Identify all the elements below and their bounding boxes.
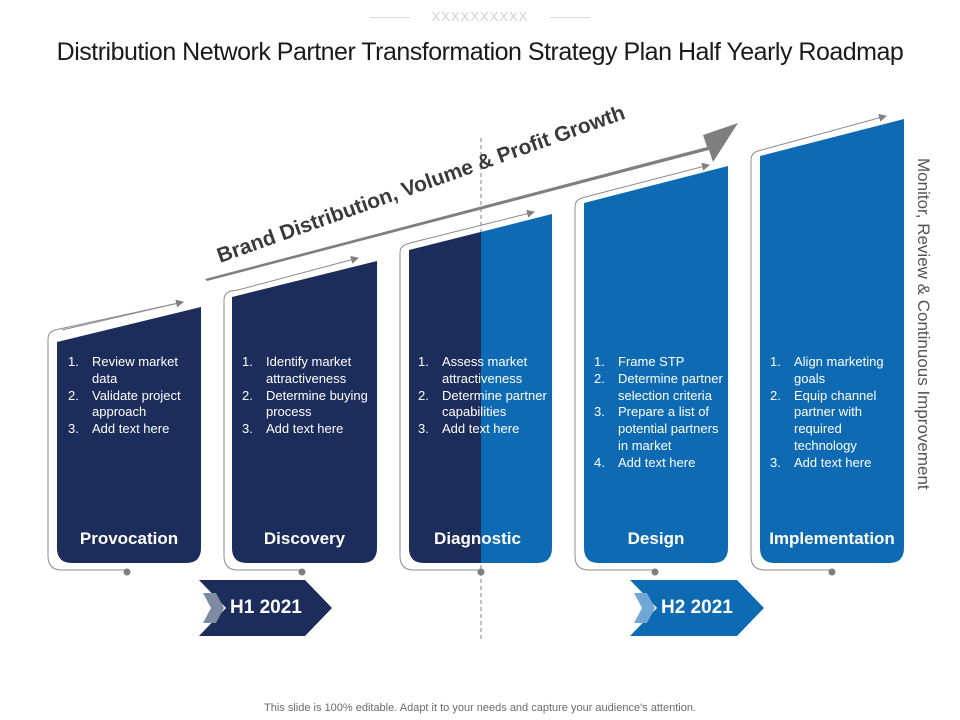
list-item: 3. Add text here <box>418 421 520 437</box>
top-mark-line-left <box>370 17 410 18</box>
stage-list-provocation: 1. Review market data 2. Validate project … <box>68 354 198 438</box>
stage-dot-provocation <box>123 568 131 576</box>
page-title: Distribution Network Partner Transformat… <box>56 38 904 66</box>
list-item: 2. Determine buying process <box>242 387 368 420</box>
list-item: 2. Equip channel partner with required te… <box>770 387 877 453</box>
list-item: 4. Add text here <box>594 454 696 470</box>
stage-card-diagnostic <box>409 214 552 563</box>
top-mark-line-right <box>550 17 590 18</box>
list-item: 1. Assess market attractiveness <box>418 354 528 386</box>
stage-card-provocation <box>57 307 201 563</box>
stage-arrow-implementation <box>764 113 887 150</box>
list-item: 1. Align marketing goals <box>770 354 884 386</box>
growth-arrow <box>205 123 738 281</box>
stage-list-implementation: 1. Align marketing goals 2. Equip channel … <box>770 354 900 472</box>
list-item: 1. Identify market attractiveness <box>242 354 352 386</box>
stage-card-design <box>584 166 728 563</box>
stage-connector-provocation <box>47 301 184 572</box>
stage-arrow-provocation <box>61 299 184 331</box>
stage-arrow-design <box>588 162 710 197</box>
list-item: 3. Add text here <box>68 421 170 437</box>
half-chevron-h1 <box>199 580 332 636</box>
list-item: 3. Prepare a list of potential partners i… <box>594 404 719 453</box>
stage-arrow-discovery <box>237 255 359 291</box>
stage-list-design: 1. Frame STP 2. Determine partner selectio… <box>594 354 724 472</box>
stage-name-design: Design <box>627 529 685 548</box>
stage-dot-discovery <box>298 568 306 576</box>
half-label-h1: H1 2021 <box>230 597 302 618</box>
stage-dot-diagnostic <box>477 568 485 576</box>
stage-name-implementation: Implementation <box>769 529 895 548</box>
stage-dot-implementation <box>828 568 836 576</box>
top-placeholder-mark: XXXXXXXXXX <box>370 8 590 28</box>
stage-connector-diagnostic <box>399 241 482 572</box>
top-code: XXXXXXXXXX <box>431 9 529 24</box>
list-item: 1. Review market data <box>68 354 178 386</box>
list-item: 3. Add text here <box>770 454 872 470</box>
stage-connector-design <box>574 195 656 572</box>
stage-dot-design <box>651 568 659 576</box>
list-item: 1. Frame STP <box>594 354 685 369</box>
list-item: 2. Determine partner selection criteria <box>594 370 723 403</box>
list-item: 2. Validate project approach <box>68 387 181 420</box>
stage-card-discovery <box>232 261 377 563</box>
half-chevron-h2 <box>630 580 764 636</box>
stage-list-diagnostic: 1. Assess market attractiveness 2. Determi… <box>418 354 548 438</box>
stage-arrow-diagnostic <box>413 209 535 243</box>
stage-list-discovery: 1. Identify market attractiveness 2. Deter… <box>242 354 372 438</box>
list-item: 2. Determine partner capabilities <box>418 387 547 420</box>
side-label: Monitor, Review & Continuous Improvement <box>914 158 933 490</box>
list-item: 3. Add text here <box>242 421 344 437</box>
stage-card-implementation <box>760 119 904 563</box>
half-label-h2: H2 2021 <box>661 597 733 618</box>
stage-name-provocation: Provocation <box>79 529 179 548</box>
stage-connector-discovery <box>223 289 303 572</box>
stage-name-diagnostic: Diagnostic <box>434 529 521 548</box>
stage-name-discovery: Discovery <box>263 529 346 548</box>
footer-note: This slide is 100% editable. Adapt it to… <box>264 702 696 714</box>
stage-connector-implementation <box>750 148 833 572</box>
